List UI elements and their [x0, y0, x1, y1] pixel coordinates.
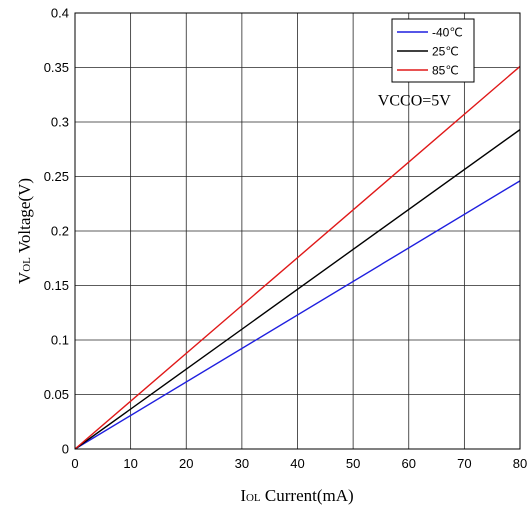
y-tick-label: 0.4 [51, 6, 69, 21]
series-line-1 [74, 129, 521, 450]
y-tick-label: 0.05 [44, 387, 69, 402]
y-axis-title-rest: Voltage(V) [15, 178, 34, 257]
x-tick-label: 20 [179, 456, 193, 471]
y-tick-label: 0.25 [44, 169, 69, 184]
plot-frame [74, 12, 521, 450]
x-tick-label: 80 [513, 456, 527, 471]
legend: -40℃ 25℃ 85℃ [391, 18, 475, 83]
y-tick-label: 0.15 [44, 278, 69, 293]
x-axis-title-rest: Current(mA) [261, 486, 354, 505]
annotation-vcco: VCCO=5V [378, 93, 451, 110]
x-tick-label: 30 [235, 456, 249, 471]
y-axis-title-main: V [15, 271, 34, 284]
x-tick-label: 10 [123, 456, 137, 471]
series-line-0 [74, 180, 521, 450]
x-tick-label: 40 [290, 456, 304, 471]
x-tick-label: 0 [71, 456, 78, 471]
y-axis-title: VOL Voltage(V) [15, 178, 34, 284]
y-tick-labels: 0 0.05 0.1 0.15 0.2 0.25 0.3 0.35 0.4 [44, 6, 69, 457]
y-tick-label: 0.3 [51, 115, 69, 130]
y-axis-title-sub: OL [21, 257, 33, 272]
legend-label-2: 85℃ [432, 64, 459, 78]
x-tick-labels: 0 10 20 30 40 50 60 70 80 [71, 456, 527, 471]
legend-label-0: -40℃ [432, 26, 463, 40]
y-tick-label: 0.35 [44, 60, 69, 75]
x-axis-title-main: I [240, 486, 246, 505]
x-tick-label: 50 [346, 456, 360, 471]
legend-label-1: 25℃ [432, 45, 459, 59]
y-tick-label: 0.2 [51, 224, 69, 239]
x-axis-title: IOL Current(mA) [240, 486, 353, 505]
x-axis-title-sub: OL [246, 492, 261, 504]
series-group [74, 65, 521, 450]
y-tick-label: 0.1 [51, 333, 69, 348]
series-line-2 [74, 65, 521, 450]
x-tick-label: 60 [402, 456, 416, 471]
x-tick-label: 70 [457, 456, 471, 471]
y-tick-label: 0 [62, 442, 69, 457]
